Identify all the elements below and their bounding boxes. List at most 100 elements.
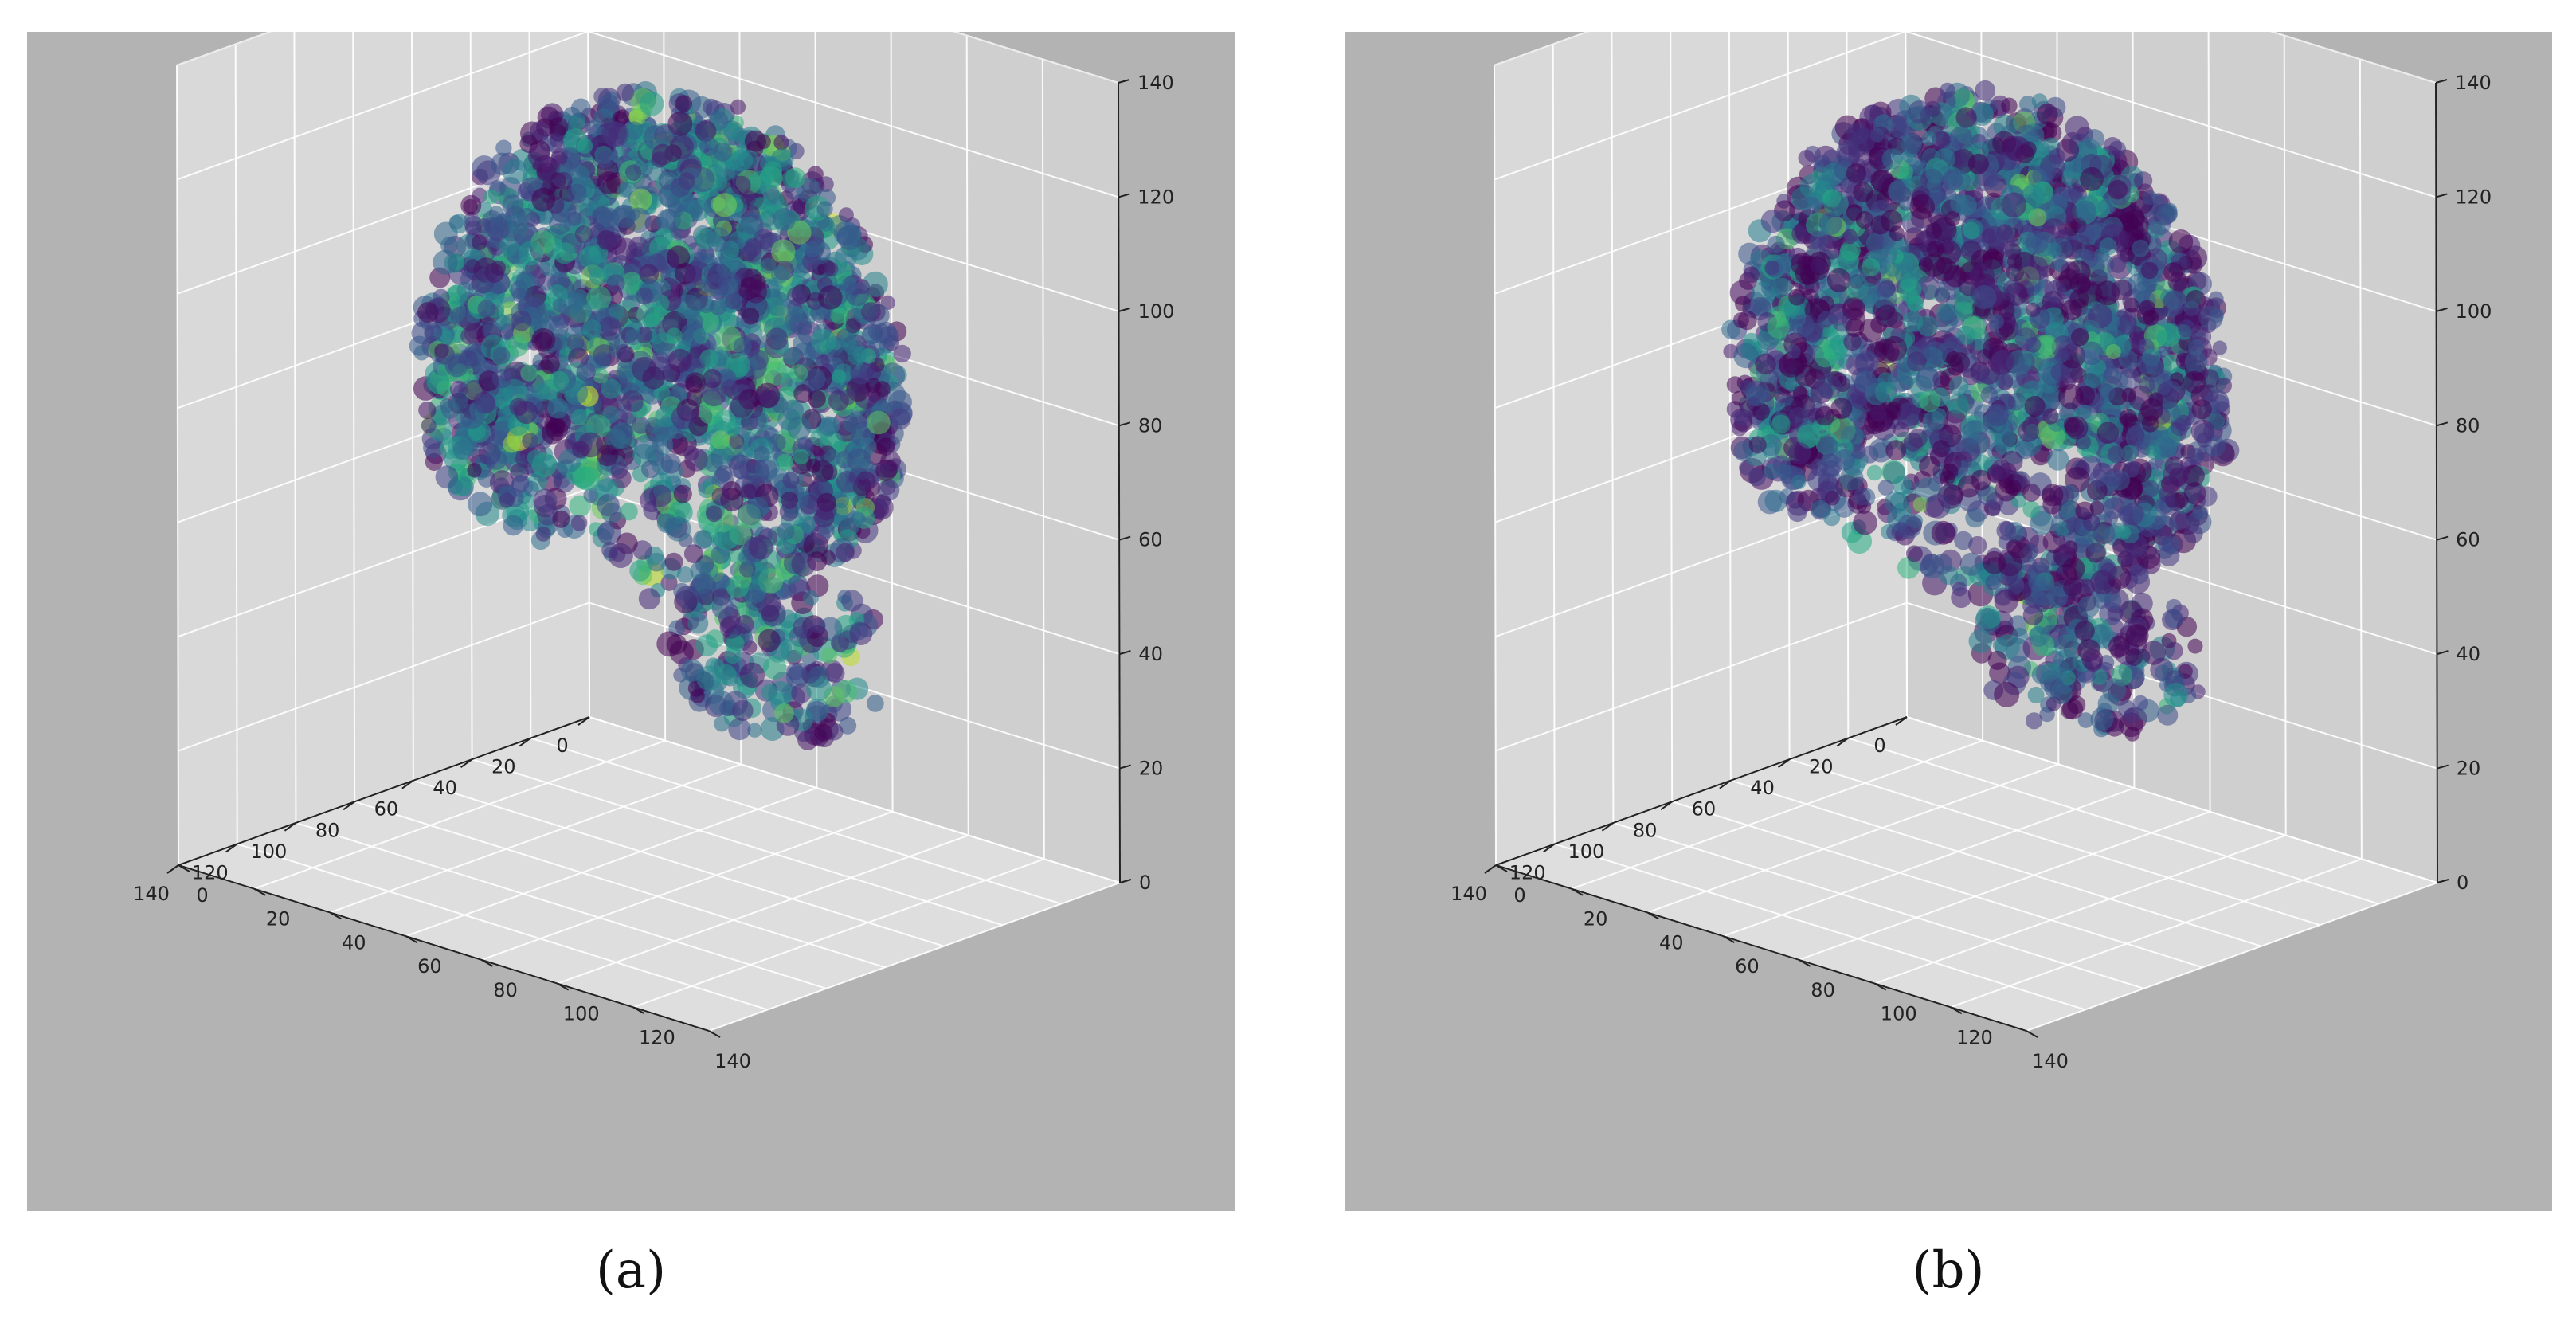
z-tick-label: 40 — [2456, 643, 2480, 665]
voxel-point — [2212, 340, 2227, 355]
voxel-point — [695, 634, 718, 656]
voxel-point — [801, 664, 820, 684]
grid-line-y-wall — [352, 32, 356, 802]
depth-tick — [1484, 864, 1497, 874]
voxel-point — [629, 560, 651, 582]
voxel-point — [845, 318, 861, 334]
voxel-point — [542, 422, 564, 445]
voxel-point — [744, 589, 767, 611]
voxel-point — [566, 333, 585, 351]
voxel-point — [2103, 137, 2122, 156]
voxel-point — [2141, 480, 2159, 498]
voxel-point — [530, 121, 550, 142]
z-tick-label: 100 — [2456, 300, 2492, 323]
grid-line-y-wall — [1670, 32, 1674, 802]
grid-line-y-floor — [413, 779, 945, 947]
width-tick — [481, 958, 494, 967]
voxel-point — [460, 194, 482, 216]
voxel-point — [786, 662, 805, 680]
voxel-point — [664, 552, 683, 571]
voxel-point — [552, 510, 570, 528]
z-tick — [1118, 307, 1130, 312]
voxel-point — [569, 495, 591, 517]
width-tick-label: 20 — [1584, 908, 1608, 930]
voxel-point — [571, 409, 588, 425]
voxel-point — [648, 484, 672, 507]
voxel-point — [643, 125, 668, 151]
voxel-point — [467, 463, 482, 478]
voxel-point — [715, 465, 733, 482]
width-tick-label: 20 — [266, 908, 291, 930]
width-tick-label: 40 — [1659, 931, 1684, 954]
z-tick-label: 20 — [1139, 758, 1164, 780]
voxel-point — [549, 370, 570, 391]
voxel-point — [460, 327, 478, 345]
voxel-point — [1869, 150, 1886, 166]
voxel-point — [455, 476, 475, 496]
voxel-point — [2183, 482, 2206, 505]
voxel-point — [1901, 134, 1922, 155]
z-tick-label: 120 — [2455, 186, 2492, 208]
depth-tick-label: 40 — [1750, 777, 1775, 799]
voxel-point — [582, 319, 602, 339]
voxel-point — [2140, 398, 2163, 421]
voxel-point — [746, 460, 770, 484]
voxel-point — [747, 723, 762, 738]
grid-line-y-floor — [1789, 758, 2320, 927]
voxel-point — [664, 517, 683, 536]
z-tick-label: 80 — [1138, 414, 1163, 437]
voxel-point — [535, 526, 551, 542]
voxel-point — [2158, 536, 2174, 552]
volume-scatter — [409, 81, 913, 750]
voxel-point — [636, 287, 653, 305]
voxel-point — [712, 193, 738, 217]
z-tick-label: 140 — [2455, 72, 2492, 94]
voxel-point — [789, 364, 808, 383]
voxel-point — [482, 320, 502, 340]
depth-tick — [166, 864, 179, 874]
voxel-point — [703, 369, 722, 389]
voxel-point — [2147, 212, 2171, 236]
voxel-point — [687, 358, 706, 376]
grid-line-x-floor — [632, 858, 1045, 1009]
voxel-point — [2143, 310, 2159, 326]
voxel-point — [710, 299, 727, 315]
voxel-point — [572, 441, 590, 459]
z-tick — [2437, 650, 2449, 656]
voxel-point — [509, 398, 528, 417]
depth-tick-label: 80 — [315, 819, 340, 841]
voxel-point — [844, 340, 859, 355]
voxel-point — [824, 261, 839, 277]
pane-floor — [1496, 717, 2437, 1031]
width-tick — [253, 887, 266, 896]
grid-line-x-wall — [2359, 59, 2363, 860]
voxel-point — [2124, 297, 2139, 313]
voxel-point — [2113, 372, 2129, 388]
voxel-point — [839, 716, 857, 735]
voxel-point — [782, 169, 801, 189]
voxel-point — [728, 433, 745, 450]
grid-line-z-right — [587, 32, 1119, 198]
voxel-point — [742, 308, 760, 325]
width-tick-label: 120 — [639, 1026, 675, 1048]
width-tick-label: 100 — [1881, 1003, 1917, 1025]
voxel-point — [541, 455, 558, 471]
voxel-point — [495, 139, 512, 156]
voxel-point — [1851, 127, 1876, 153]
x-axis-line — [1495, 864, 2027, 1032]
voxel-point — [2142, 415, 2159, 433]
voxel-point — [730, 149, 754, 172]
voxel-point — [628, 236, 649, 257]
voxel-point — [802, 590, 819, 606]
voxel-point — [540, 355, 560, 374]
voxel-point — [832, 369, 847, 384]
depth-tick-label: 40 — [433, 777, 457, 799]
voxel-point — [515, 271, 534, 289]
voxel-point — [699, 136, 719, 156]
voxel-point — [714, 715, 730, 732]
voxel-point — [2158, 380, 2182, 404]
voxel-point — [503, 435, 520, 453]
grid-line-z-left — [1494, 32, 1906, 181]
voxel-point — [708, 690, 734, 716]
voxel-point — [563, 380, 589, 405]
